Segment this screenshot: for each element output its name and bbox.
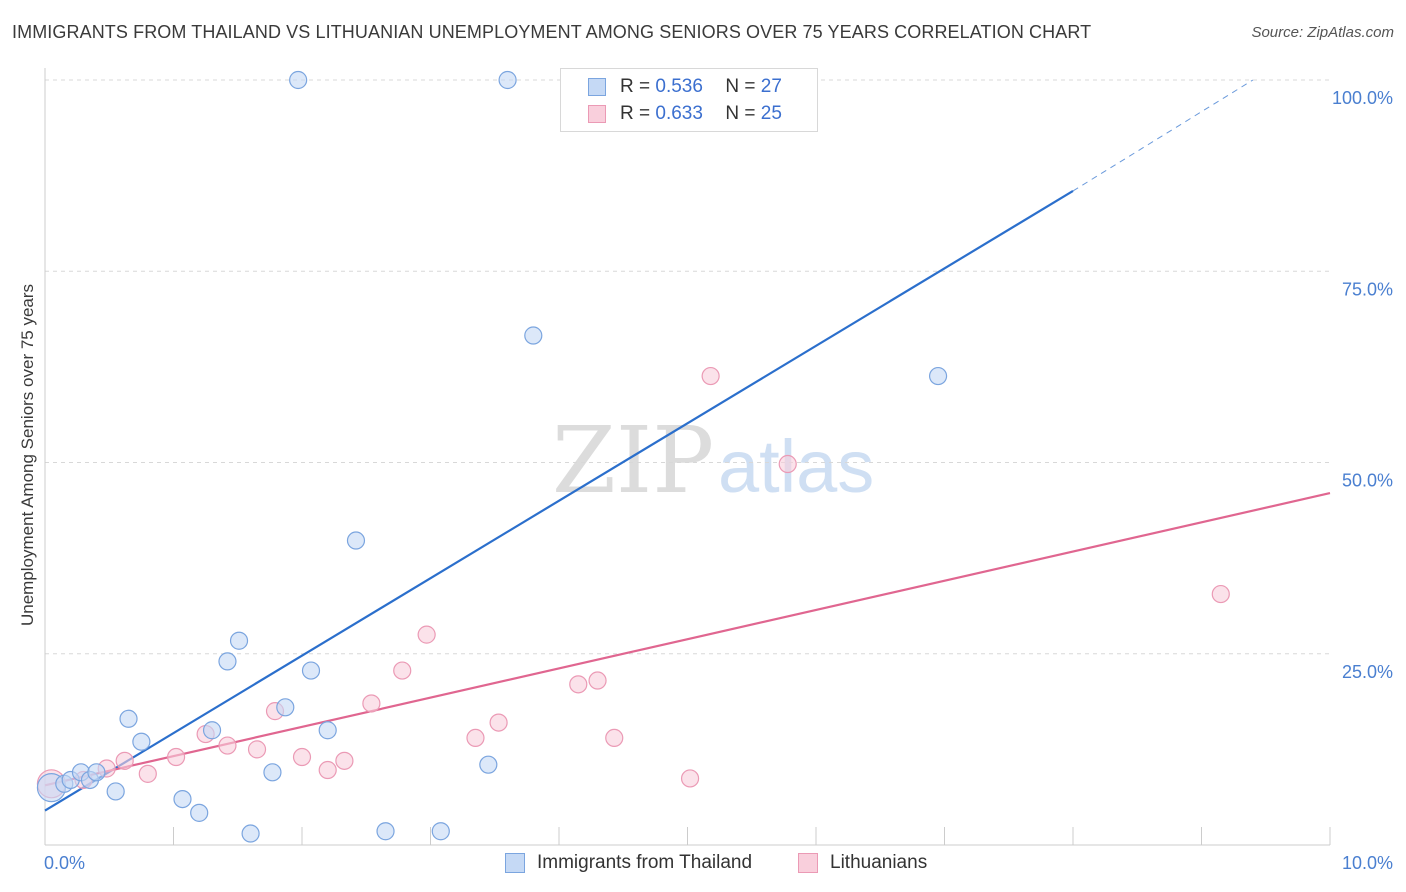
grid-layer xyxy=(45,79,1330,655)
legend-label-lithuanians: Lithuanians xyxy=(830,852,928,873)
trend-line-thailand xyxy=(44,189,1074,812)
chart-title: IMMIGRANTS FROM THAILAND VS LITHUANIAN U… xyxy=(12,22,1092,42)
chart-source: Source: ZipAtlas.com xyxy=(1251,24,1394,41)
watermark-zip: ZIP xyxy=(552,407,714,514)
point-lithuanians xyxy=(292,747,312,767)
point-thailand xyxy=(87,763,106,782)
point-lithuanians xyxy=(362,694,381,713)
point-lithuanians xyxy=(489,713,508,732)
point-thailand xyxy=(190,803,209,822)
point-lithuanians xyxy=(778,454,797,474)
point-lithuanians xyxy=(680,769,700,788)
point-thailand xyxy=(346,531,366,550)
point-lithuanians xyxy=(1211,584,1230,604)
point-thailand xyxy=(119,709,138,728)
legend-swatch-blue xyxy=(505,853,525,873)
legend-r-label: R = xyxy=(620,76,651,97)
legend-r-value: 0.536 xyxy=(655,76,703,97)
y-tick-label: 100.0% xyxy=(1332,88,1393,108)
trend-line-thailand-extension xyxy=(1072,79,1254,192)
legend-n-value: 27 xyxy=(760,76,782,97)
point-thailand xyxy=(479,755,498,774)
point-thailand xyxy=(132,732,151,751)
points-layer xyxy=(36,70,1230,843)
point-thailand xyxy=(241,824,260,843)
point-lithuanians xyxy=(393,661,412,680)
point-lithuanians xyxy=(569,675,588,694)
point-lithuanians xyxy=(588,671,607,690)
correlation-legend: R = 0.536 N = 27 R = 0.633 N = 25 xyxy=(560,68,818,132)
point-thailand xyxy=(263,763,282,782)
point-thailand xyxy=(928,366,948,386)
point-thailand xyxy=(218,652,237,671)
legend-row-lithuanians: R = 0.633 N = 25 xyxy=(588,101,782,127)
trend-line-lithuanians xyxy=(44,492,1331,787)
y-tick-label: 75.0% xyxy=(1342,279,1393,299)
point-thailand xyxy=(431,822,450,841)
legend-r-label: R = xyxy=(620,103,651,124)
point-thailand xyxy=(276,698,295,717)
legend-swatch-blue xyxy=(588,78,606,96)
bottom-legend-thailand[interactable]: Immigrants from Thailand xyxy=(505,852,752,874)
x-tick-label: 10.0% xyxy=(1342,853,1393,873)
point-thailand xyxy=(524,326,543,345)
legend-swatch-pink xyxy=(798,853,818,873)
legend-n-label: N = xyxy=(725,76,756,97)
point-lithuanians xyxy=(115,751,134,770)
point-thailand xyxy=(301,661,321,680)
point-lithuanians xyxy=(218,736,237,755)
point-lithuanians xyxy=(138,764,157,783)
legend-n-value: 25 xyxy=(760,103,782,124)
point-lithuanians xyxy=(335,751,354,770)
point-thailand xyxy=(229,631,249,650)
point-thailand xyxy=(106,782,125,801)
point-thailand xyxy=(318,721,337,740)
point-thailand xyxy=(376,822,395,841)
watermark: ZIP atlas xyxy=(552,407,874,514)
point-lithuanians xyxy=(247,740,267,759)
legend-n-label: N = xyxy=(725,103,756,124)
point-lithuanians xyxy=(466,728,485,748)
point-thailand xyxy=(289,70,308,90)
trend-layer xyxy=(44,79,1331,812)
bottom-legend-lithuanians[interactable]: Lithuanians xyxy=(798,852,927,874)
point-lithuanians xyxy=(605,728,624,748)
x-tick-label: 0.0% xyxy=(44,853,85,873)
legend-swatch-pink xyxy=(588,105,606,123)
point-thailand xyxy=(498,70,517,90)
point-thailand xyxy=(202,721,222,740)
axis-layer xyxy=(44,68,1331,846)
y-tick-label: 25.0% xyxy=(1342,662,1393,682)
legend-row-thailand: R = 0.536 N = 27 xyxy=(588,74,782,100)
point-thailand xyxy=(173,789,192,809)
point-lithuanians xyxy=(701,366,720,386)
legend-r-value: 0.633 xyxy=(655,103,703,124)
point-lithuanians xyxy=(417,625,436,644)
y-tick-label: 50.0% xyxy=(1342,471,1393,491)
point-lithuanians xyxy=(318,760,337,780)
point-lithuanians xyxy=(166,747,186,767)
legend-label-thailand: Immigrants from Thailand xyxy=(537,852,753,873)
tick-layer: 25.0% 50.0% 75.0% 100.0% 0.0% 10.0% xyxy=(44,88,1393,873)
